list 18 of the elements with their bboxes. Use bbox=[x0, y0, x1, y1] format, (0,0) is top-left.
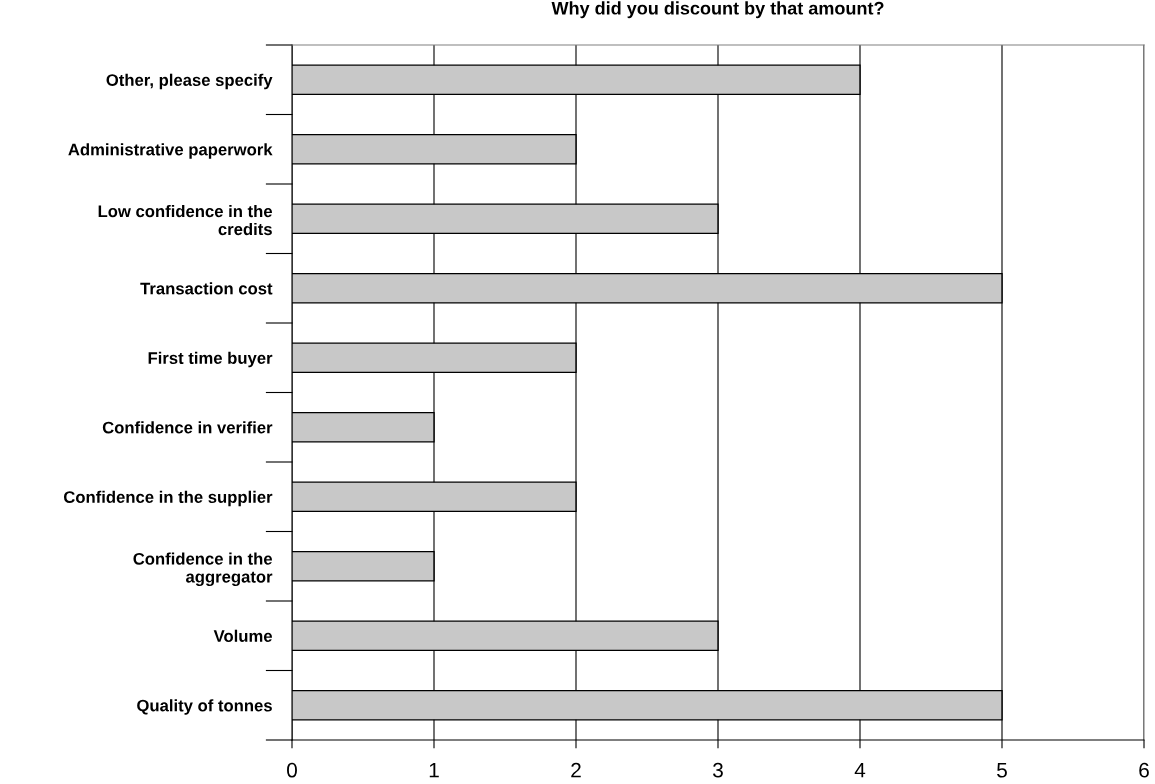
y-tick-label: Quality of tonnes bbox=[137, 699, 272, 715]
y-tick-label: Transaction cost bbox=[140, 282, 273, 295]
y-tick-label: Volume bbox=[213, 629, 272, 642]
x-tick-label: 0 bbox=[287, 762, 297, 778]
y-tick-label: Confidence in the supplier bbox=[63, 490, 273, 507]
x-tick-label: 3 bbox=[713, 762, 723, 778]
x-tick-label: 2 bbox=[571, 762, 581, 778]
y-tick-label: Confidence in the aggregator bbox=[133, 552, 273, 587]
y-tick-label: First time buyer bbox=[148, 351, 273, 368]
chart-title: Why did you discount by that amount? bbox=[551, 1, 884, 19]
y-tick-label: Confidence in verifier bbox=[102, 421, 273, 434]
y-tick-label: Low confidence in the credits bbox=[98, 204, 272, 236]
x-tick-label: 5 bbox=[997, 762, 1007, 778]
x-tick-label: 4 bbox=[854, 762, 866, 778]
x-tick-label: 6 bbox=[1139, 762, 1149, 778]
x-tick-label: 1 bbox=[429, 762, 439, 778]
y-tick-label: Other, please specify bbox=[106, 73, 273, 90]
y-tick-label: Administrative paperwork bbox=[68, 143, 273, 159]
